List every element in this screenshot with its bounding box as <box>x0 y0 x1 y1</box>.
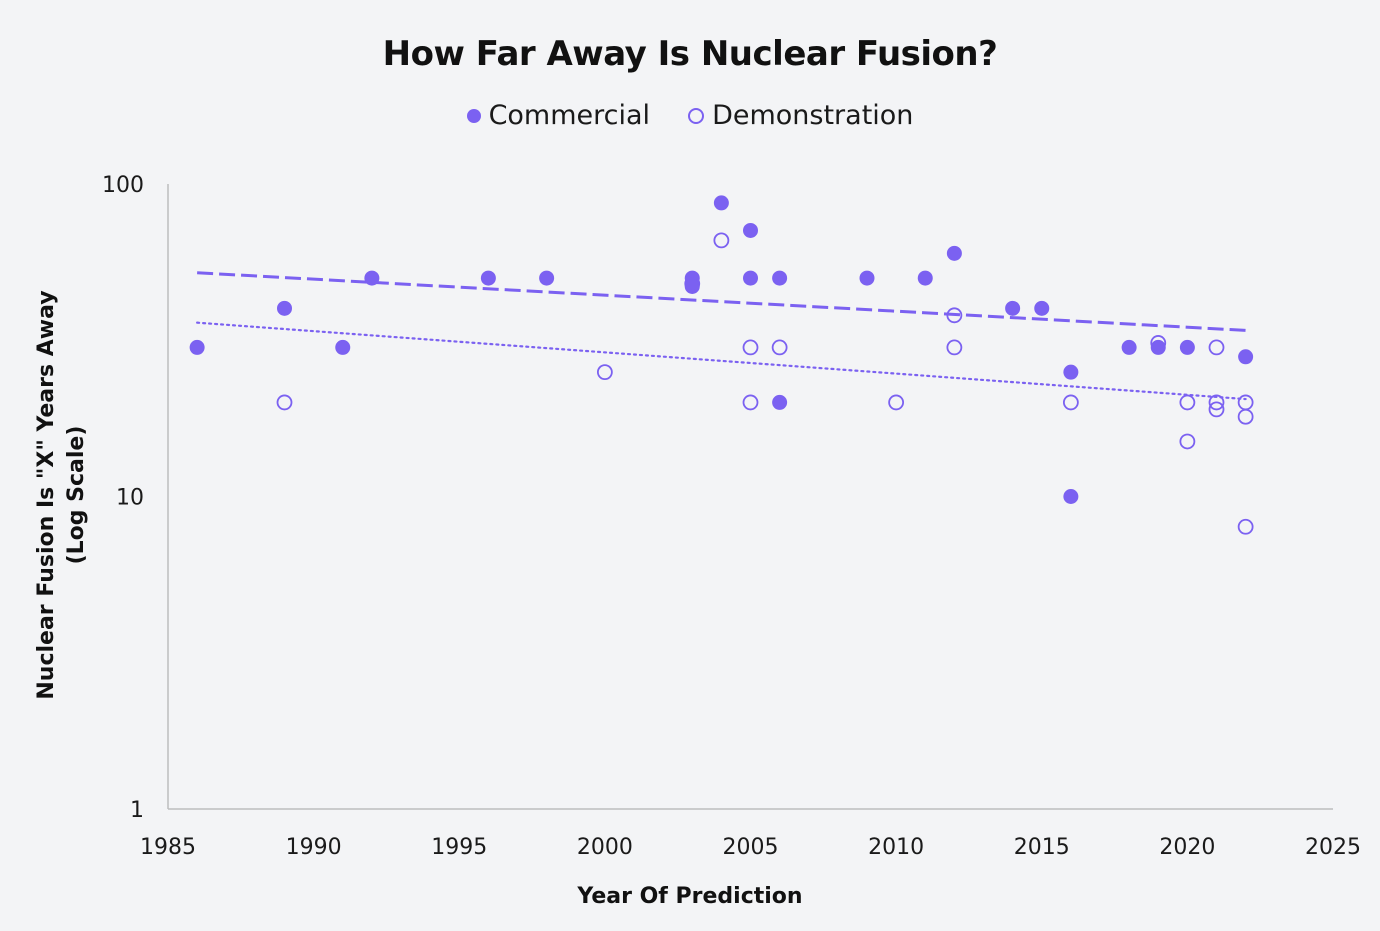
y-tick-label: 1 <box>130 798 144 823</box>
commercial-trendline <box>197 271 1246 332</box>
commercial-point <box>277 300 292 316</box>
x-tick-label: 2020 <box>1159 835 1215 860</box>
commercial-point <box>1005 300 1021 316</box>
demonstration-point <box>1208 339 1225 356</box>
y-tick-label: 100 <box>102 173 144 198</box>
commercial-point <box>743 222 758 238</box>
chart-title: How Far Away Is Nuclear Fusion? <box>382 34 998 74</box>
demonstration-point <box>596 364 613 381</box>
commercial-point <box>713 195 729 211</box>
open-circle-icon <box>688 107 705 124</box>
commercial-point <box>189 339 205 355</box>
commercial-point <box>859 270 875 286</box>
demonstration-point <box>1179 433 1196 450</box>
x-tick-label: 2015 <box>1014 835 1070 860</box>
legend: Commercial Demonstration <box>0 100 1380 131</box>
demonstration-point <box>888 394 905 411</box>
legend-label-commercial: Commercial <box>488 100 651 131</box>
demonstration-point <box>1237 518 1254 535</box>
x-tick-label: 2010 <box>868 835 924 860</box>
commercial-point <box>684 278 700 294</box>
commercial-point <box>335 339 351 355</box>
commercial-point <box>772 270 788 286</box>
demonstration-point <box>946 307 963 324</box>
demonstration-point <box>713 232 730 249</box>
commercial-point <box>1238 349 1254 365</box>
demonstration-point <box>1237 408 1254 425</box>
legend-item-demonstration: Demonstration <box>688 100 913 131</box>
demonstration-point <box>771 339 788 356</box>
demonstration-point <box>946 339 963 356</box>
commercial-point <box>1121 339 1137 355</box>
commercial-point <box>946 245 962 261</box>
legend-item-commercial: Commercial <box>466 100 651 131</box>
demonstration-point <box>1208 394 1225 411</box>
x-tick-label: 1995 <box>431 835 487 860</box>
x-tick-label: 1990 <box>286 835 342 860</box>
demonstration-trendline <box>196 321 1247 401</box>
demonstration-point <box>1237 394 1254 411</box>
commercial-point <box>480 270 496 286</box>
filled-circle-icon <box>466 108 481 123</box>
demonstration-point <box>1179 394 1196 411</box>
demonstration-point <box>684 275 701 292</box>
x-tick-label: 2000 <box>577 835 633 860</box>
commercial-point <box>1063 364 1079 380</box>
commercial-point <box>743 270 758 286</box>
x-tick-label: 1985 <box>140 835 196 860</box>
x-axis-label: Year Of Prediction <box>577 884 803 909</box>
x-tick-label: 2005 <box>723 835 779 860</box>
demonstration-point <box>742 394 759 411</box>
y-axis-label: Nuclear Fusion Is "X" Years Away (Log Sc… <box>32 290 92 699</box>
commercial-point <box>1063 489 1079 504</box>
demonstration-point <box>276 394 293 411</box>
x-tick-label: 2025 <box>1305 835 1361 860</box>
commercial-point <box>1150 339 1166 355</box>
commercial-point <box>364 270 380 286</box>
demonstration-point <box>1062 394 1079 411</box>
demonstration-point <box>1208 401 1225 418</box>
y-axis-label-line2: (Log Scale) <box>64 425 89 565</box>
commercial-point <box>1179 339 1195 355</box>
commercial-point <box>917 270 933 286</box>
demonstration-point <box>1150 335 1167 351</box>
commercial-point <box>539 270 555 286</box>
axes: 1985 1990 1995 2000 2005 2010 2015 2020 2025 1 10 1… <box>102 173 1361 860</box>
y-axis-label-line1: Nuclear Fusion Is "X" Years Away <box>34 290 59 700</box>
trendlines <box>196 271 1247 401</box>
data-points <box>189 195 1254 535</box>
commercial-point <box>1034 300 1050 316</box>
commercial-point <box>772 394 788 410</box>
legend-label-demonstration: Demonstration <box>712 100 914 131</box>
y-tick-label: 10 <box>116 486 144 511</box>
demonstration-point <box>742 339 759 356</box>
